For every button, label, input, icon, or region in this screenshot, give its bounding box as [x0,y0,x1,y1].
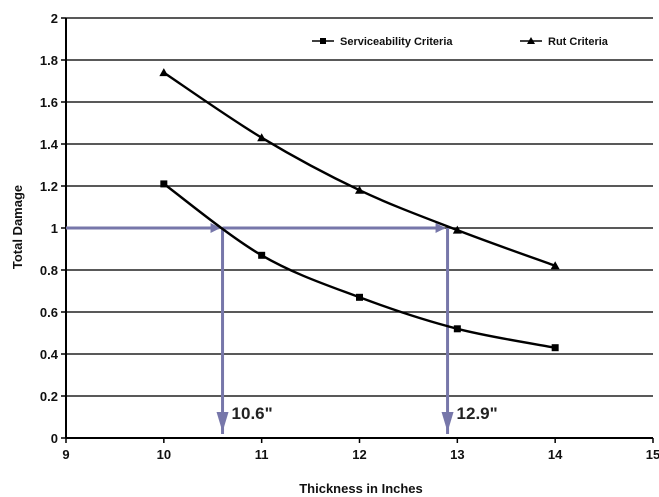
y-tick-label: 0.6 [40,305,58,320]
y-tick-label: 2 [51,11,58,26]
square-marker [551,344,559,352]
x-tick-label: 11 [255,447,269,462]
legend: Serviceability Criteria Rut Criteria [312,36,609,48]
square-marker [320,38,326,44]
series [159,68,560,352]
x-tick-label: 10 [157,447,171,462]
x-tick-label: 13 [450,447,464,462]
legend-label: Rut Criteria [548,36,609,48]
x-tick-label: 9 [62,447,69,462]
x-tick-label: 12 [352,447,366,462]
triangle-marker [257,133,267,142]
x-axis-title: Thickness in Inches [299,481,423,496]
triangle-marker [355,185,364,194]
gridlines [66,17,653,397]
square-marker [356,293,363,301]
triangle-marker [452,225,462,234]
drop-arrowhead [216,412,229,432]
legend-label: Serviceability Criteria [340,36,453,48]
x-tick-label: 14 [548,447,563,462]
y-tick-label: 0 [51,431,58,446]
y-tick-label: 1 [51,221,58,236]
x-tick-label: 15 [646,447,659,462]
square-marker [453,325,461,333]
y-tick-label: 0.8 [40,263,58,278]
y-tick-label: 1.6 [40,95,58,110]
annotation-label: 12.9" [457,404,498,423]
y-axis-title: Total Damage [10,185,25,269]
y-tick-label: 0.2 [40,389,58,404]
reference-arrows: 10.6" 12.9" [66,223,498,434]
annotation-label: 10.6" [232,404,273,423]
y-tick-label: 0.4 [40,347,59,362]
triangle-marker [527,37,535,44]
y-tick-label: 1.4 [40,137,59,152]
y-tick-label: 1.8 [40,53,58,68]
triangle-marker [550,261,560,270]
square-marker [258,251,266,259]
y-tick-label: 1.2 [40,179,58,194]
drop-arrowhead [441,412,454,432]
triangle-marker [159,68,169,77]
square-marker [160,180,168,188]
axes: 0 0.2 0.4 0.6 0.8 1 1.2 1.4 1.6 1.8 2 9 10 11 12 13 14 15 [40,11,659,462]
